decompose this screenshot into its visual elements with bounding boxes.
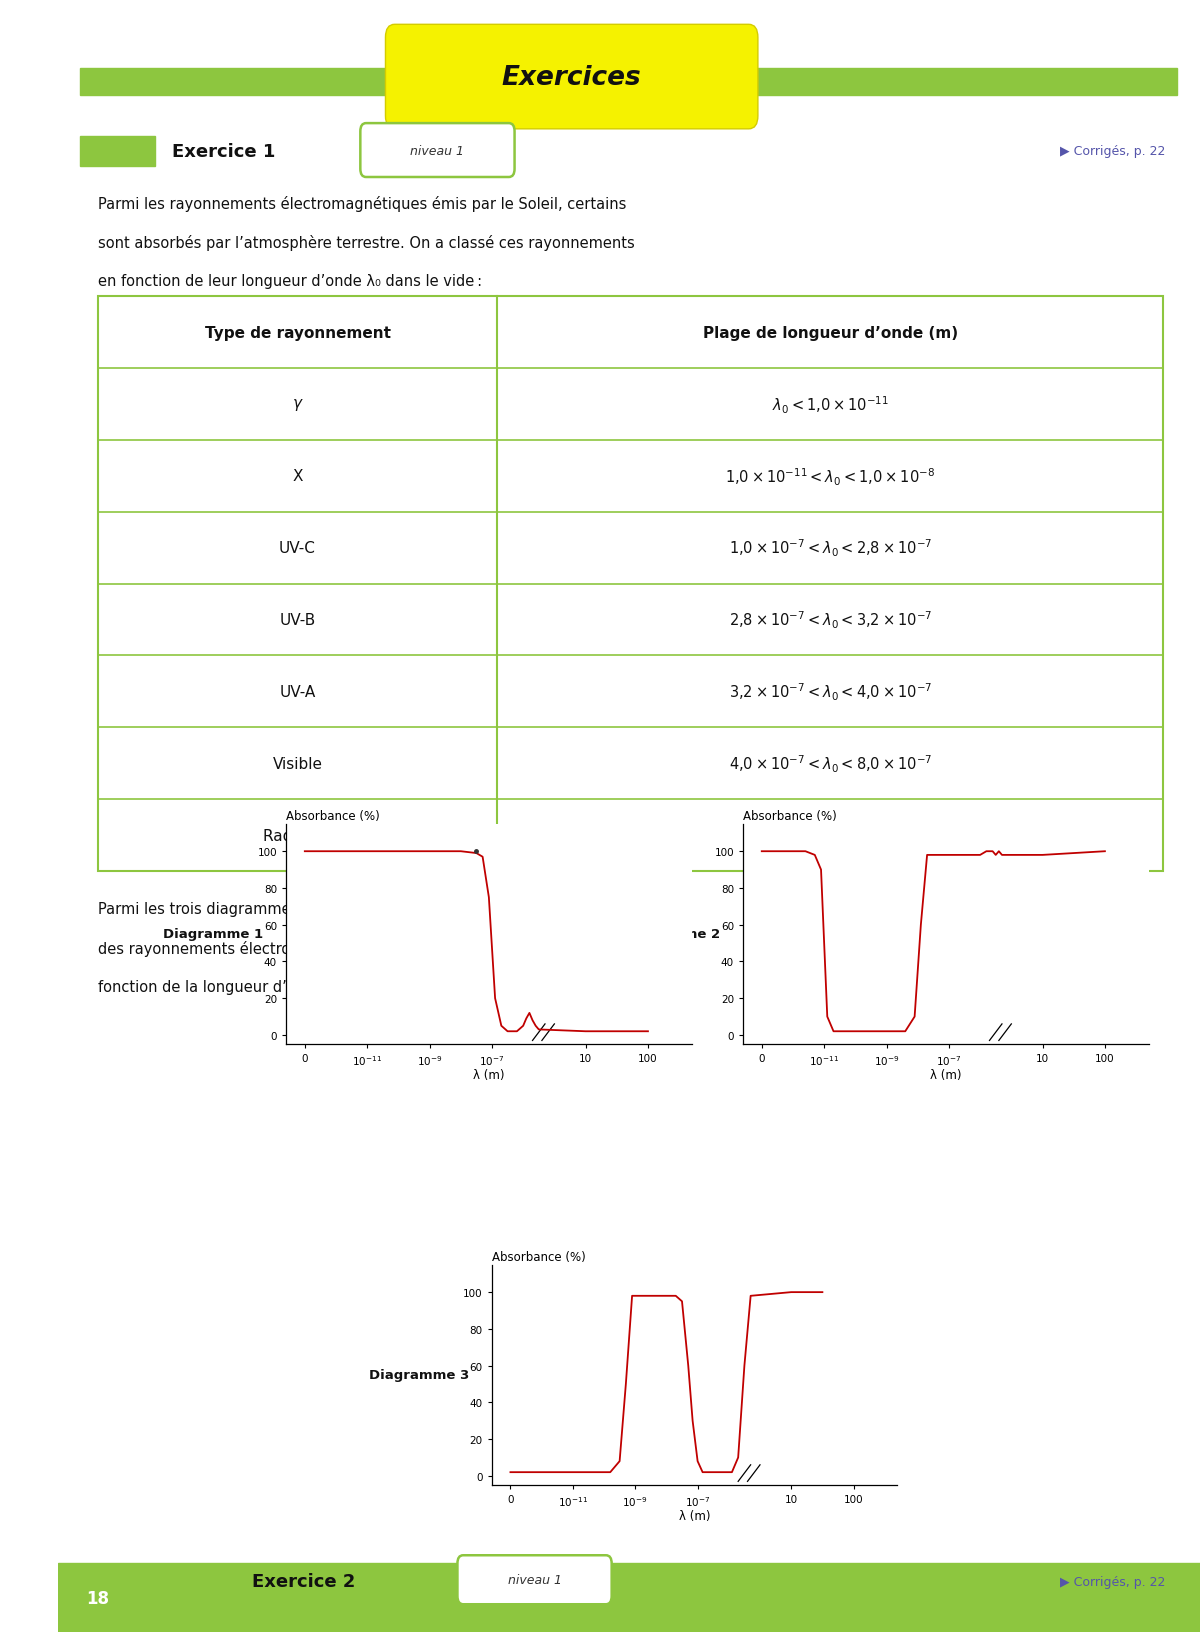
Text: ENTRAÎNEMENT: ENTRAÎNEMENT — [22, 751, 36, 881]
Text: fonction de la longueur d’onde ? Justifier.: fonction de la longueur d’onde ? Justifi… — [97, 979, 397, 994]
Text: niveau 1: niveau 1 — [410, 145, 464, 158]
Text: Radio HF: Radio HF — [264, 827, 331, 844]
Text: Diagramme 3: Diagramme 3 — [368, 1369, 469, 1381]
Bar — [161, 1567, 235, 1596]
Text: UV-C: UV-C — [280, 540, 316, 557]
Text: des rayonnements électromagnétiques par l’atmosphère terrestre en: des rayonnements électromagnétiques par … — [97, 940, 607, 956]
Text: X: X — [293, 468, 302, 485]
Text: $3{,}2 \times 10^{-7} < \lambda_0 < 4{,}0 \times 10^{-7}$: $3{,}2 \times 10^{-7} < \lambda_0 < 4{,}… — [728, 681, 932, 703]
Bar — [749, 69, 1177, 95]
Text: sont absorbés par l’atmosphère terrestre. On a classé ces rayonnements: sont absorbés par l’atmosphère terrestre… — [97, 235, 635, 251]
FancyBboxPatch shape — [457, 1555, 612, 1604]
Text: Parmi les rayonnements électromagnétiques émis par le Soleil, certains: Parmi les rayonnements électromagnétique… — [97, 196, 626, 212]
Text: Type de rayonnement: Type de rayonnement — [204, 325, 390, 341]
Text: Exercice 2: Exercice 2 — [252, 1572, 355, 1591]
Text: Diagramme 1: Diagramme 1 — [163, 929, 263, 940]
Text: $1{,}0 \times 10^{-11} < \lambda_0 < 1{,}0 \times 10^{-8}$: $1{,}0 \times 10^{-11} < \lambda_0 < 1{,… — [726, 465, 936, 488]
Text: en fonction de leur longueur d’onde λ₀ dans le vide :: en fonction de leur longueur d’onde λ₀ d… — [97, 274, 481, 289]
X-axis label: λ (m): λ (m) — [473, 1069, 505, 1082]
Text: 18: 18 — [86, 1588, 109, 1608]
Text: $4{,}0 \times 10^{-7} < \lambda_0 < 8{,}0 \times 10^{-7}$: $4{,}0 \times 10^{-7} < \lambda_0 < 8{,}… — [728, 752, 932, 775]
Text: $\lambda_0 < 1{,}0 \times 10^{-11}$: $\lambda_0 < 1{,}0 \times 10^{-11}$ — [772, 393, 889, 416]
FancyBboxPatch shape — [385, 24, 758, 129]
Text: $\gamma$: $\gamma$ — [292, 397, 304, 413]
Text: UV-A: UV-A — [280, 684, 316, 700]
Text: Plage de longueur d’onde (m): Plage de longueur d’onde (m) — [703, 325, 958, 341]
Text: $10 < \lambda_0 < 100$: $10 < \lambda_0 < 100$ — [781, 826, 880, 845]
Text: niveau 1: niveau 1 — [508, 1573, 562, 1586]
X-axis label: λ (m): λ (m) — [930, 1069, 961, 1082]
Bar — [80, 137, 155, 166]
Text: Exercices: Exercices — [502, 65, 642, 90]
Text: ▶ Corrigés, p. 22: ▶ Corrigés, p. 22 — [1061, 1575, 1165, 1588]
Text: Absorbance (%): Absorbance (%) — [492, 1250, 586, 1263]
Text: $2{,}8 \times 10^{-7} < \lambda_0 < 3{,}2 \times 10^{-7}$: $2{,}8 \times 10^{-7} < \lambda_0 < 3{,}… — [728, 609, 932, 632]
FancyBboxPatch shape — [360, 124, 515, 178]
Text: Visible: Visible — [272, 756, 323, 772]
Bar — [58, 1563, 1200, 1632]
Text: UV-B: UV-B — [280, 612, 316, 628]
X-axis label: λ (m): λ (m) — [679, 1510, 710, 1523]
Text: ▶ Corrigés, p. 22: ▶ Corrigés, p. 22 — [1061, 145, 1165, 158]
Text: Parmi les trois diagrammes suivants, lequel représente l’absorption: Parmi les trois diagrammes suivants, leq… — [97, 901, 594, 917]
Text: $1{,}0 \times 10^{-7} < \lambda_0 < 2{,}8 \times 10^{-7}$: $1{,}0 \times 10^{-7} < \lambda_0 < 2{,}… — [728, 537, 932, 560]
Text: Diagramme 2: Diagramme 2 — [620, 929, 720, 940]
Text: Absorbance (%): Absorbance (%) — [743, 809, 836, 823]
Bar — [80, 69, 418, 95]
Text: Exercice 1: Exercice 1 — [172, 142, 275, 162]
Bar — [97, 297, 1164, 871]
Text: Absorbance (%): Absorbance (%) — [286, 809, 380, 823]
